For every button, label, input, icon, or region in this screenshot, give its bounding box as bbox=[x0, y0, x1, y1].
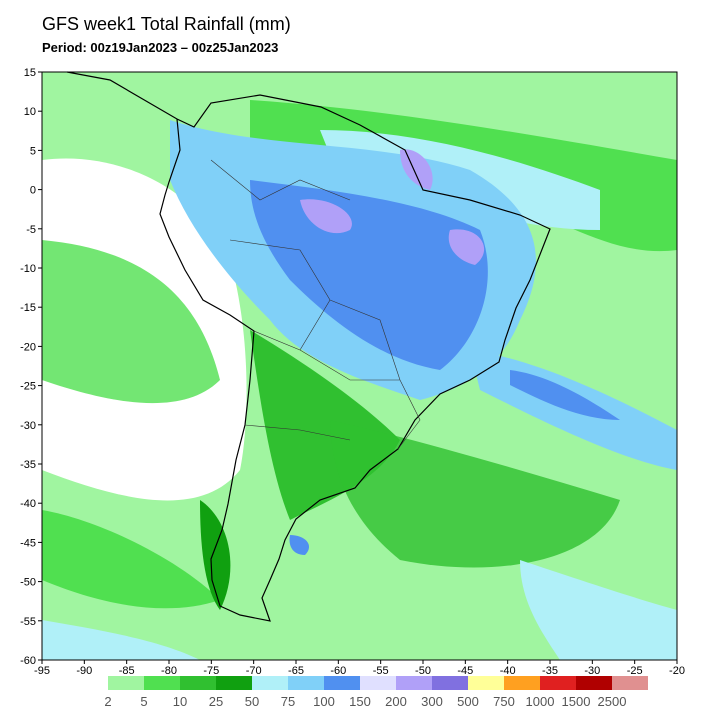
x-tick-label: -95 bbox=[34, 665, 50, 677]
colorbar-label: 500 bbox=[457, 694, 479, 709]
colorbar-label: 75 bbox=[281, 694, 295, 709]
color-box bbox=[324, 676, 360, 690]
y-tick-label: -60 bbox=[20, 655, 36, 667]
x-tick-label: -30 bbox=[584, 665, 600, 677]
colorbar-label: 1000 bbox=[526, 694, 555, 709]
colorbar-label: 750 bbox=[493, 694, 515, 709]
color-box bbox=[216, 676, 252, 690]
x-tick-label: -65 bbox=[288, 665, 304, 677]
color-box bbox=[180, 676, 216, 690]
color-box bbox=[612, 676, 648, 690]
y-tick-label: -10 bbox=[20, 263, 36, 275]
borders bbox=[210, 159, 421, 450]
color-box bbox=[288, 676, 324, 690]
x-tick-label: -55 bbox=[373, 665, 389, 677]
y-tick-label: -20 bbox=[20, 341, 36, 353]
colorbar-label: 25 bbox=[209, 694, 223, 709]
x-tick-label: -85 bbox=[119, 665, 135, 677]
color-box bbox=[504, 676, 540, 690]
y-tick-label: -25 bbox=[20, 381, 36, 393]
x-tick-label: -60 bbox=[330, 665, 346, 677]
colorbar-label: 2500 bbox=[598, 694, 627, 709]
y-tick-label: -50 bbox=[20, 577, 36, 589]
map-frame bbox=[41, 71, 678, 661]
colorbar-label: 2 bbox=[104, 694, 111, 709]
y-tick-label: -15 bbox=[20, 302, 36, 314]
colorbar-label: 200 bbox=[385, 694, 407, 709]
y-tick-label: 5 bbox=[30, 145, 36, 157]
colorbar-label: 150 bbox=[349, 694, 371, 709]
color-box bbox=[576, 676, 612, 690]
color-box bbox=[108, 676, 144, 690]
y-tick-label: -5 bbox=[26, 224, 36, 236]
colorbar-label: 100 bbox=[313, 694, 335, 709]
x-tick-label: -20 bbox=[669, 665, 685, 677]
color-box bbox=[432, 676, 468, 690]
rainfall-field bbox=[42, 72, 677, 660]
colorbar-label: 10 bbox=[173, 694, 187, 709]
color-box bbox=[396, 676, 432, 690]
x-tick-label: -45 bbox=[457, 665, 473, 677]
coastline bbox=[66, 71, 551, 622]
colorbar-label: 1500 bbox=[562, 694, 591, 709]
x-tick-label: -35 bbox=[542, 665, 558, 677]
color-box bbox=[144, 676, 180, 690]
x-tick-label: -75 bbox=[203, 665, 219, 677]
colorbar-label: 5 bbox=[140, 694, 147, 709]
color-box bbox=[360, 676, 396, 690]
x-tick-label: -25 bbox=[627, 665, 643, 677]
x-tick-label: -50 bbox=[415, 665, 431, 677]
y-tick-label: 10 bbox=[24, 106, 36, 118]
x-tick-label: -40 bbox=[500, 665, 516, 677]
y-tick-label: -55 bbox=[20, 616, 36, 628]
x-tick-label: -70 bbox=[246, 665, 262, 677]
y-tick-label: -40 bbox=[20, 498, 36, 510]
color-box bbox=[252, 676, 288, 690]
x-tick-label: -90 bbox=[76, 665, 92, 677]
y-tick-label: -35 bbox=[20, 459, 36, 471]
colorbar-label: 300 bbox=[421, 694, 443, 709]
y-tick-label: -45 bbox=[20, 537, 36, 549]
x-tick-label: -80 bbox=[161, 665, 177, 677]
colorbar-label: 50 bbox=[245, 694, 259, 709]
y-tick-label: 0 bbox=[30, 185, 36, 197]
color-box bbox=[540, 676, 576, 690]
y-tick-label: -30 bbox=[20, 420, 36, 432]
y-tick-label: 15 bbox=[24, 67, 36, 79]
period: Period: 00z19Jan2023 – 00z25Jan2023 bbox=[42, 40, 278, 55]
title: GFS week1 Total Rainfall (mm) bbox=[42, 14, 291, 34]
color-box bbox=[468, 676, 504, 690]
